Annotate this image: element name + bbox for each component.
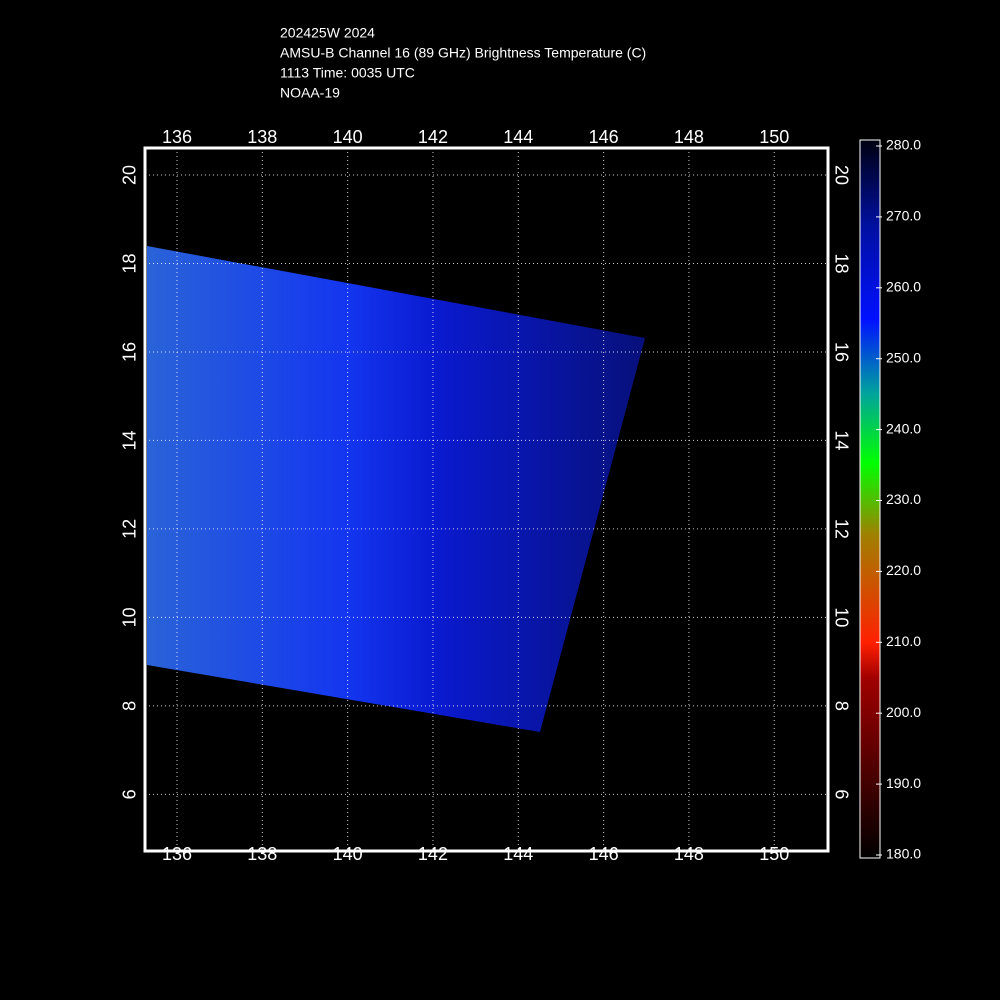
lat-tick-label: 6 (120, 789, 140, 799)
lon-tick-label: 148 (674, 844, 704, 864)
title-line: 1113 Time: 0035 UTC (280, 65, 415, 81)
lat-tick-label: 6 (831, 789, 851, 799)
colorbar (859, 139, 881, 859)
lat-tick-label: 14 (120, 430, 140, 450)
satellite-swath (147, 246, 645, 732)
lon-tick-label: 136 (162, 127, 192, 147)
lat-tick-label: 16 (831, 342, 851, 362)
map-frame (143, 146, 830, 853)
colorbar-label: 180.0 (886, 846, 921, 862)
lat-tick-label: 20 (831, 165, 851, 185)
lat-tick-label: 8 (831, 701, 851, 711)
title-line: 202425W 2024 (280, 25, 375, 41)
lon-tick-label: 142 (418, 844, 448, 864)
lat-tick-label: 16 (120, 342, 140, 362)
lon-tick-label: 144 (503, 844, 533, 864)
lon-tick-label: 150 (759, 127, 789, 147)
colorbar-label: 280.0 (886, 137, 921, 153)
colorbar-label: 210.0 (886, 633, 921, 649)
lat-tick-label: 10 (831, 607, 851, 627)
title-block: 202425W 2024 AMSU-B Channel 16 (89 GHz) B… (280, 25, 646, 101)
colorbar-label: 240.0 (886, 420, 921, 436)
lon-tick-label: 136 (162, 844, 192, 864)
lat-tick-label: 20 (120, 165, 140, 185)
lat-tick-label: 8 (120, 701, 140, 711)
colorbar-label: 260.0 (886, 279, 921, 295)
lon-tick-label: 140 (333, 844, 363, 864)
lon-tick-label: 148 (674, 127, 704, 147)
colorbar-label: 230.0 (886, 491, 921, 507)
lon-tick-label: 138 (247, 844, 277, 864)
lat-tick-label: 12 (831, 519, 851, 539)
lat-tick-label: 18 (120, 253, 140, 273)
colorbar-label: 220.0 (886, 562, 921, 578)
lon-tick-label: 146 (589, 127, 619, 147)
colorbar-label: 270.0 (886, 208, 921, 224)
lon-tick-label: 138 (247, 127, 277, 147)
lon-tick-label: 144 (503, 127, 533, 147)
title-line: NOAA-19 (280, 85, 340, 101)
lon-tick-label: 150 (759, 844, 789, 864)
colorbar-label: 190.0 (886, 775, 921, 791)
lat-tick-label: 12 (120, 519, 140, 539)
colorbar-label: 250.0 (886, 349, 921, 365)
lon-tick-label: 140 (333, 127, 363, 147)
lat-tick-label: 18 (831, 253, 851, 273)
lat-tick-label: 10 (120, 607, 140, 627)
title-line: AMSU-B Channel 16 (89 GHz) Brightness Te… (280, 45, 646, 61)
lon-tick-label: 142 (418, 127, 448, 147)
lat-tick-label: 14 (831, 430, 851, 450)
lon-tick-label: 146 (589, 844, 619, 864)
colorbar-label: 200.0 (886, 704, 921, 720)
